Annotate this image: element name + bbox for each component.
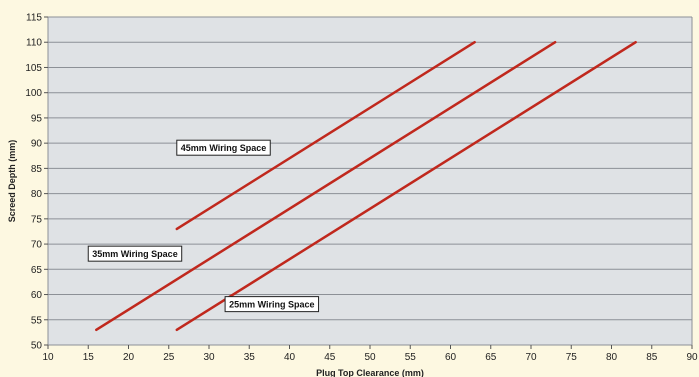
y-axis-ticks: 50 55 60 65 70 75 80 85 90 95 100 105 110 115: [25, 13, 48, 352]
x-tick-label: 75: [566, 352, 578, 363]
y-tick-label: 90: [31, 139, 43, 150]
series-line-3: [175, 40, 637, 332]
x-axis-title: Plug Top Clearance (mm): [316, 368, 424, 377]
annotation-text: 45mm Wiring Space: [181, 143, 266, 153]
x-tick-label: 20: [123, 352, 135, 363]
x-tick-label: 65: [485, 352, 497, 363]
y-tick-label: 115: [26, 13, 42, 24]
y-tick-label: 80: [31, 189, 43, 200]
x-tick-label: 35: [244, 352, 256, 363]
annotation-box: [176, 139, 271, 156]
gridlines: [47, 16, 693, 346]
annotation-label: 35mm Wiring Space: [87, 245, 183, 262]
x-tick-label: 30: [203, 352, 215, 363]
x-tick-label: 85: [646, 352, 658, 363]
y-tick-label: 110: [26, 38, 42, 49]
y-tick-label: 100: [25, 88, 42, 99]
x-tick-label: 25: [163, 352, 175, 363]
x-tick-label: 50: [364, 352, 376, 363]
x-tick-label: 80: [606, 352, 618, 363]
y-tick-label: 60: [31, 290, 43, 301]
x-tick-label: 10: [42, 352, 54, 363]
y-tick-label: 65: [31, 265, 43, 276]
annotation-label: 45mm Wiring Space: [176, 139, 271, 156]
annotation-box: [224, 296, 320, 313]
x-tick-label: 45: [324, 352, 336, 363]
series-line-2: [95, 40, 557, 332]
series-lines: [95, 40, 637, 332]
x-tick-label: 40: [284, 352, 296, 363]
y-tick-label: 95: [31, 113, 43, 124]
annotation-box: [87, 245, 183, 262]
x-tick-label: 90: [686, 352, 698, 363]
x-axis-ticks: 10 15 20 25 30 35 40 45 50 55 60 65 70 75 80 85 90: [42, 345, 698, 363]
annotation-label: 25mm Wiring Space: [224, 296, 320, 313]
x-tick-label: 70: [525, 352, 537, 363]
y-tick-label: 55: [31, 315, 43, 326]
x-tick-label: 60: [445, 352, 457, 363]
annotations: 45mm Wiring Space 35mm Wiring Space 25mm W…: [87, 139, 320, 313]
annotation-text: 35mm Wiring Space: [92, 249, 177, 259]
y-axis-title: Screed Depth (mm): [7, 140, 17, 223]
y-tick-label: 85: [31, 164, 43, 175]
y-tick-label: 70: [31, 240, 43, 251]
y-tick-label: 50: [31, 341, 43, 352]
x-tick-label: 55: [405, 352, 417, 363]
series-line-1: [175, 40, 476, 231]
y-tick-label: 75: [31, 214, 43, 225]
y-tick-label: 105: [25, 63, 42, 74]
x-tick-label: 15: [83, 352, 95, 363]
annotation-text: 25mm Wiring Space: [229, 300, 314, 310]
plot-area: [48, 17, 692, 345]
